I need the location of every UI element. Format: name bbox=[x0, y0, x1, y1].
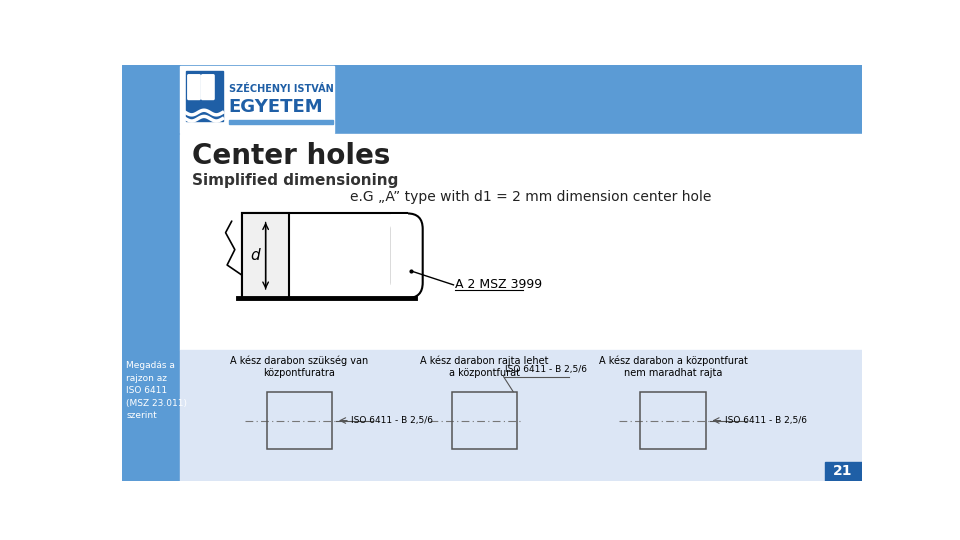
Text: ISO 6411 - B 2,5/6: ISO 6411 - B 2,5/6 bbox=[725, 416, 807, 425]
Text: Center holes: Center holes bbox=[192, 142, 390, 170]
Text: SZÉCHENYI ISTVÁN: SZÉCHENYI ISTVÁN bbox=[228, 84, 333, 94]
FancyBboxPatch shape bbox=[187, 74, 201, 100]
Bar bbox=[123, 65, 861, 134]
Text: d: d bbox=[250, 248, 259, 264]
Bar bbox=[180, 350, 861, 481]
Bar bbox=[242, 213, 290, 298]
Text: 21: 21 bbox=[833, 464, 852, 478]
Bar bbox=[242, 213, 407, 298]
FancyBboxPatch shape bbox=[392, 213, 422, 298]
Bar bbox=[391, 214, 408, 298]
Text: Megadás a
rajzon az
ISO 6411
(MSZ 23.011)
szerint: Megadás a rajzon az ISO 6411 (MSZ 23.011… bbox=[127, 361, 187, 420]
Text: EGYETEM: EGYETEM bbox=[228, 98, 324, 116]
Bar bbox=[451, 392, 517, 449]
Text: A kész darabon szükség van
központfuratra: A kész darabon szükség van központfuratr… bbox=[230, 356, 369, 378]
Text: Simplified dimensioning: Simplified dimensioning bbox=[192, 173, 398, 187]
Bar bbox=[267, 392, 332, 449]
Text: ISO 6411 - B 2,5/6: ISO 6411 - B 2,5/6 bbox=[351, 416, 434, 425]
Bar bbox=[640, 392, 706, 449]
Bar bbox=[185, 71, 223, 121]
Bar bbox=[123, 134, 180, 481]
Bar bbox=[228, 120, 332, 124]
Bar bbox=[180, 134, 861, 350]
Text: A kész darabon a központfurat
nem maradhat rajta: A kész darabon a központfurat nem maradh… bbox=[598, 356, 748, 378]
Text: A 2 MSZ 3999: A 2 MSZ 3999 bbox=[455, 278, 542, 292]
Text: A kész darabon rajta lehet
a központfurat: A kész darabon rajta lehet a központfura… bbox=[420, 356, 548, 378]
Text: e.G „A” type with d1 = 2 mm dimension center hole: e.G „A” type with d1 = 2 mm dimension ce… bbox=[349, 190, 711, 204]
Bar bbox=[123, 350, 223, 481]
FancyBboxPatch shape bbox=[201, 74, 215, 100]
Bar bbox=[180, 66, 334, 132]
Text: ISO 6411 - B 2,5/6: ISO 6411 - B 2,5/6 bbox=[505, 366, 588, 374]
Bar bbox=[825, 462, 861, 481]
